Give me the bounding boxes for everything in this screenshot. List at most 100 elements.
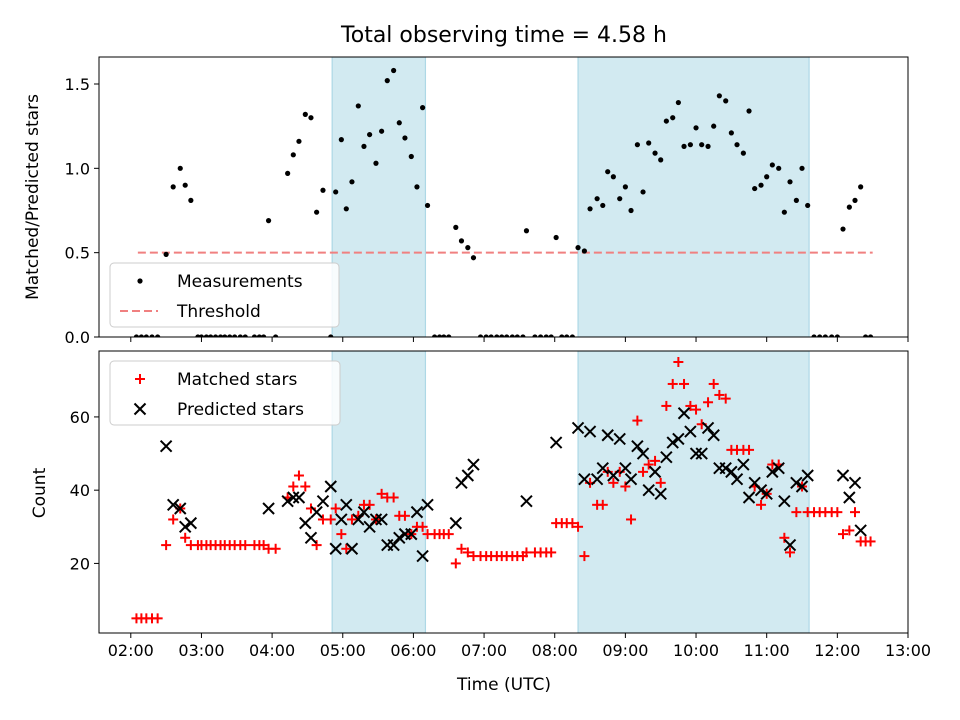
data-point [548, 334, 554, 337]
x-tick-label: 12:00 [814, 641, 860, 660]
x-tick-label: 13:00 [885, 641, 931, 660]
data-point [711, 123, 717, 129]
data-point [689, 447, 703, 460]
data-point [436, 334, 443, 337]
data-point [168, 514, 179, 525]
legend-label: Threshold [176, 302, 261, 322]
data-point [594, 196, 600, 202]
data-point [695, 447, 708, 460]
data-point [742, 491, 756, 504]
data-point [783, 538, 797, 552]
data-point [658, 157, 664, 163]
data-point [632, 415, 643, 426]
data-point [462, 547, 473, 558]
legend: Measurements Threshold [109, 262, 340, 328]
data-point [764, 174, 770, 180]
data-point [521, 547, 532, 558]
data-point [178, 520, 192, 533]
data-point [691, 404, 702, 415]
y-tick-label: 20 [70, 554, 90, 573]
data-point [180, 532, 191, 543]
observing-window-2 [577, 351, 810, 633]
data-point [335, 513, 348, 526]
legend-label: Matched stars [177, 370, 297, 390]
data-point [681, 143, 687, 149]
data-point [251, 334, 258, 337]
data-point [330, 503, 341, 514]
data-point [626, 514, 637, 525]
data-point [227, 334, 233, 337]
data-point [155, 334, 161, 337]
data-point [822, 334, 828, 337]
data-point [504, 334, 510, 337]
data-point [740, 150, 746, 156]
data-point [549, 436, 563, 449]
data-point [432, 334, 438, 337]
data-point [163, 251, 169, 257]
data-point [270, 543, 281, 554]
data-point [779, 532, 790, 543]
data-point [281, 494, 294, 508]
data-point [811, 334, 817, 337]
data-point [667, 378, 678, 389]
data-point [708, 378, 719, 389]
data-point [325, 514, 336, 525]
data-point [391, 67, 397, 74]
x-tick-label: 03:00 [178, 641, 224, 660]
data-point [302, 111, 308, 117]
data-point [393, 531, 406, 544]
bottom-y-axis-label: Count [30, 467, 50, 518]
data-point [799, 165, 805, 171]
data-point [467, 458, 480, 471]
series-measurements [133, 67, 874, 337]
data-point [410, 505, 424, 519]
data-point [850, 507, 861, 518]
data-point [685, 400, 696, 411]
data-point [343, 206, 349, 212]
data-point [672, 432, 685, 446]
data-point [177, 165, 183, 171]
data-point [723, 98, 729, 104]
data-point [424, 202, 431, 209]
data-point [450, 558, 461, 569]
data-point [304, 531, 318, 544]
data-point [143, 334, 149, 337]
data-point [795, 480, 809, 493]
data-point [756, 499, 767, 510]
data-point [514, 334, 520, 337]
data-point [509, 334, 515, 337]
data-point [569, 334, 575, 337]
data-point [310, 505, 323, 519]
data-point [634, 142, 640, 148]
data-point [203, 334, 209, 337]
y-tick-label: 1.5 [65, 75, 90, 94]
data-point [324, 480, 337, 493]
plot-area [131, 351, 876, 633]
data-point [597, 499, 608, 510]
data-point [414, 184, 420, 190]
data-point [643, 459, 654, 470]
data-point [293, 470, 304, 481]
data-point [345, 542, 359, 555]
data-point [687, 142, 693, 148]
data-point [408, 153, 414, 160]
y-tick-label: 0.5 [65, 244, 90, 263]
top-y-axis-label: Matched/Predicted stars [23, 94, 43, 300]
data-point [465, 245, 471, 251]
data-point [670, 115, 676, 121]
data-point [642, 483, 655, 497]
data-point [684, 425, 697, 438]
data-point [364, 499, 375, 510]
data-point [781, 209, 787, 215]
data-point [610, 174, 616, 180]
data-point [405, 527, 418, 541]
data-point [801, 469, 814, 482]
figure-title: Total observing time = 4.58 h [340, 23, 667, 48]
data-point [737, 458, 750, 471]
data-point [488, 334, 494, 337]
legend-marker [137, 278, 143, 284]
data-point [341, 543, 352, 554]
data-point [520, 334, 526, 337]
data-point [601, 429, 614, 442]
legend-marker [135, 374, 145, 384]
